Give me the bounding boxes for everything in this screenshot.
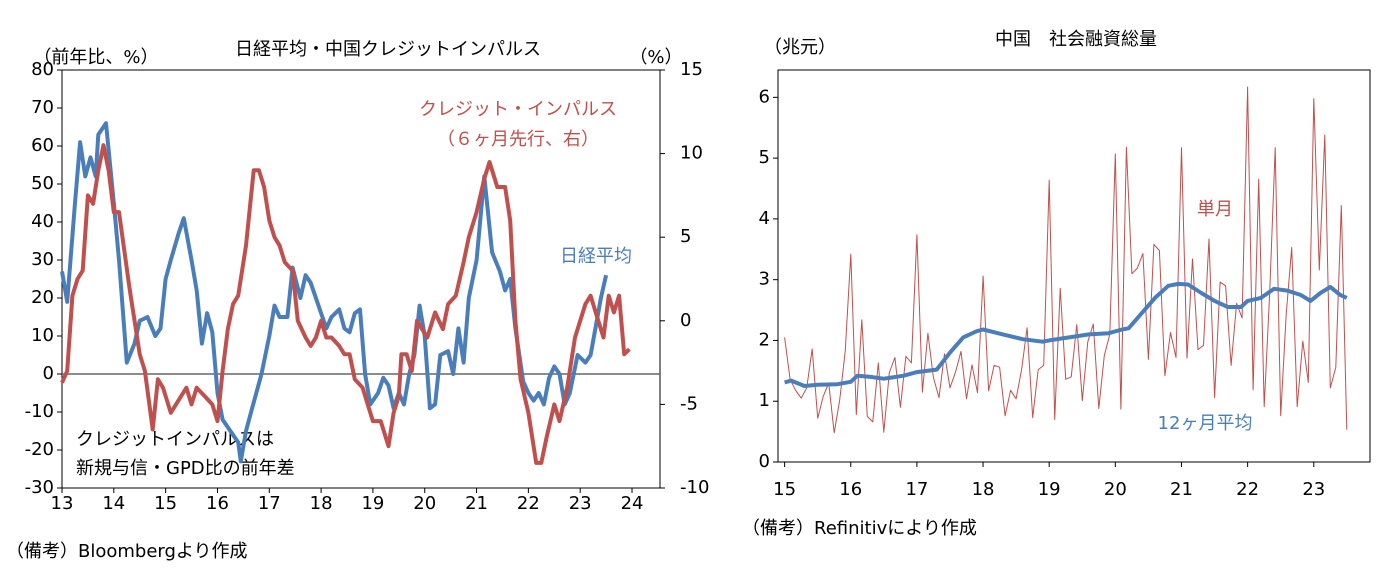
x-tick-label: 24 [621, 493, 644, 514]
source: （備考）Refinitivにより作成 [742, 518, 977, 539]
y-tick-label: 3 [759, 269, 770, 290]
y2-axis-label: （%） [629, 47, 682, 68]
y-tick-label: -30 [25, 477, 54, 498]
y-tick-label: -20 [25, 439, 54, 460]
x-tick-label: 22 [1236, 479, 1259, 500]
x-tick-label: 19 [361, 493, 384, 514]
x-tick-label: 17 [905, 479, 928, 500]
annotation: クレジットインパルスは [76, 429, 274, 450]
series-line [60, 121, 609, 464]
x-tick-label: 18 [972, 479, 995, 500]
x-tick-label: 15 [773, 479, 796, 500]
y-tick-label: 6 [759, 86, 770, 107]
x-tick-label: 19 [1038, 479, 1061, 500]
chart-title: 日経平均・中国クレジットインパルス [235, 39, 541, 60]
y-axis-label: （前年比、%） [33, 47, 158, 68]
x-tick-label: 23 [1302, 479, 1325, 500]
series-line [784, 281, 1348, 388]
y-tick-label: 40 [31, 211, 54, 232]
x-tick-label: 14 [102, 493, 125, 514]
y-tick-label: 30 [31, 249, 54, 270]
x-tick-label: 20 [1104, 479, 1127, 500]
annotation: クレジット・インパルス [419, 99, 617, 120]
x-tick-label: 20 [413, 493, 436, 514]
y-tick-label: -10 [25, 401, 54, 422]
y-tick-label: 60 [31, 135, 54, 156]
y-axis-label: （兆元） [764, 37, 836, 58]
y2-tick-label: -10 [680, 477, 709, 498]
y2-tick-label: 15 [680, 59, 703, 80]
series-line [60, 143, 631, 465]
y2-tick-label: -5 [680, 393, 698, 414]
y-tick-label: 5 [759, 147, 770, 168]
annotation: 日経平均 [560, 246, 632, 267]
x-tick-label: 17 [258, 493, 281, 514]
annotation: （６ヶ月先行、右） [437, 129, 599, 150]
y-tick-label: 70 [31, 97, 54, 118]
x-tick-label: 21 [1170, 479, 1193, 500]
x-tick-label: 22 [517, 493, 540, 514]
annotation: 新規与信・GPD比の前年差 [76, 458, 295, 479]
y-tick-label: 2 [759, 329, 770, 350]
x-tick-label: 18 [310, 493, 333, 514]
plot-area [777, 69, 1371, 463]
y-tick-label: 50 [31, 173, 54, 194]
y-tick-label: 0 [759, 451, 770, 472]
x-tick-label: 16 [206, 493, 229, 514]
annotation: 12ヶ月平均 [1158, 413, 1253, 434]
series-line [784, 86, 1348, 434]
y2-tick-label: 10 [680, 143, 703, 164]
annotation: 単月 [1197, 199, 1233, 220]
x-tick-label: 15 [154, 493, 177, 514]
x-tick-label: 21 [465, 493, 488, 514]
y2-tick-label: 5 [680, 226, 691, 247]
y-tick-label: 80 [31, 59, 54, 80]
y2-tick-label: 0 [680, 310, 691, 331]
y-tick-label: 1 [759, 390, 770, 411]
y-tick-label: 10 [31, 325, 54, 346]
x-tick-label: 23 [569, 493, 592, 514]
chart-title: 中国 社会融資総量 [995, 29, 1157, 50]
y-tick-label: 4 [759, 208, 770, 229]
x-tick-label: 16 [839, 479, 862, 500]
y-tick-label: 20 [31, 287, 54, 308]
x-tick-label: 13 [51, 493, 74, 514]
y-tick-label: 0 [43, 363, 54, 384]
source: （備考）Bloombergより作成 [6, 541, 248, 562]
